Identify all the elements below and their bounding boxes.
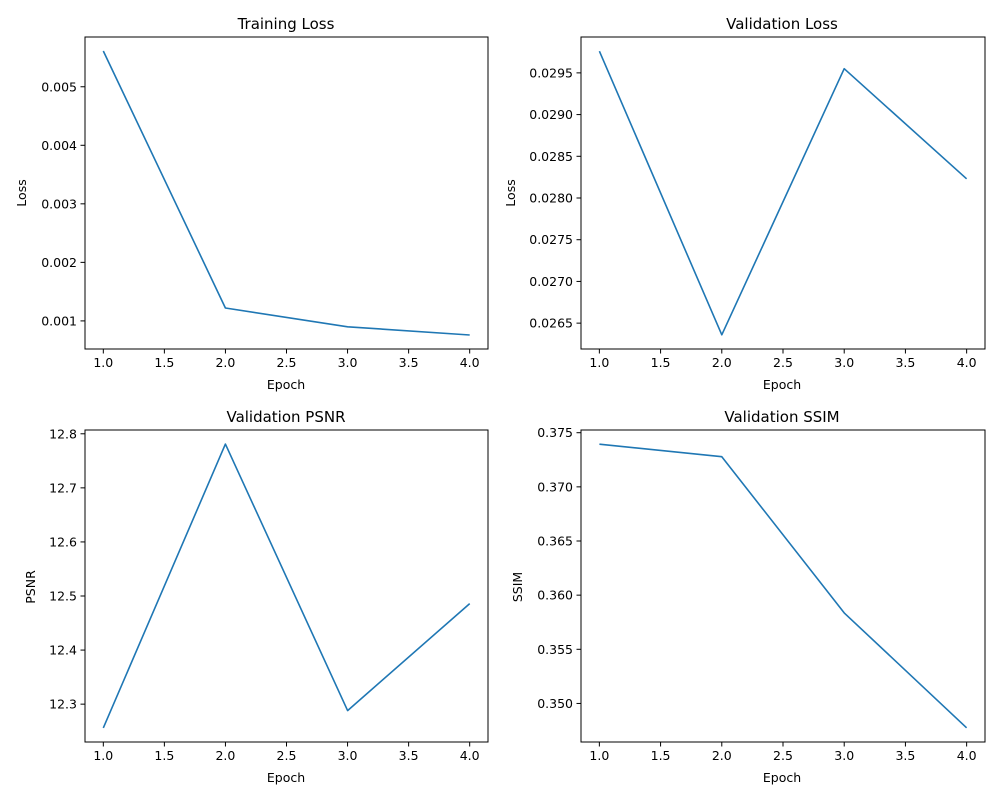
x-tick-label: 4.0 <box>957 748 977 763</box>
y-tick-label: 0.001 <box>41 313 77 328</box>
y-tick-label: 0.0295 <box>529 65 573 80</box>
y-tick-label: 0.002 <box>41 255 77 270</box>
x-tick-label: 2.5 <box>773 355 793 370</box>
x-tick-label: 1.5 <box>651 355 671 370</box>
y-tick-label: 12.8 <box>49 426 77 441</box>
y-tick-label: 0.0290 <box>529 107 573 122</box>
y-tick-label: 0.0280 <box>529 191 573 206</box>
y-axis-label: Loss <box>14 179 29 206</box>
y-tick-label: 0.375 <box>537 425 573 440</box>
x-tick-label: 1.5 <box>154 748 174 763</box>
x-tick-label: 2.5 <box>277 748 297 763</box>
series-line <box>102 443 471 729</box>
x-axis-label: Epoch <box>267 377 305 392</box>
x-tick-label: 1.5 <box>154 355 174 370</box>
x-tick-label: 3.0 <box>338 355 358 370</box>
x-tick-label: 3.5 <box>895 355 915 370</box>
x-tick-label: 2.5 <box>773 748 793 763</box>
x-tick-label: 1.0 <box>93 355 113 370</box>
x-tick-label: 1.0 <box>93 748 113 763</box>
series-line <box>598 50 968 336</box>
x-tick-label: 3.0 <box>834 355 854 370</box>
axes-frame <box>580 36 986 350</box>
x-tick-label: 2.0 <box>215 748 235 763</box>
x-tick-label: 3.5 <box>399 355 419 370</box>
subplot-validation-loss: Validation Loss Epoch Loss 1.0 1.5 2.0 2.5 3… <box>503 15 986 392</box>
subplot-title: Validation Loss <box>726 15 838 33</box>
y-tick-label: 0.0285 <box>529 149 573 164</box>
x-tick-label: 4.0 <box>460 748 480 763</box>
y-tick-label: 0.365 <box>537 534 573 549</box>
y-axis-label: Loss <box>503 179 518 206</box>
x-tick-label: 2.0 <box>712 355 732 370</box>
x-tick-label: 4.0 <box>460 355 480 370</box>
subplot-title: Training Loss <box>237 15 335 33</box>
x-axis-label: Epoch <box>763 377 801 392</box>
y-tick-label: 0.005 <box>41 79 77 94</box>
y-tick-label: 0.370 <box>537 479 573 494</box>
y-tick-label: 12.3 <box>49 697 77 712</box>
x-tick-label: 1.5 <box>651 748 671 763</box>
x-tick-label: 2.0 <box>215 355 235 370</box>
y-tick-label: 0.0265 <box>529 316 573 331</box>
y-tick-label: 0.003 <box>41 196 77 211</box>
x-tick-label: 3.0 <box>834 748 854 763</box>
axes-frame <box>84 36 489 350</box>
y-tick-label: 0.004 <box>41 138 77 153</box>
x-tick-label: 3.5 <box>895 748 915 763</box>
x-tick-label: 1.0 <box>589 355 609 370</box>
subplot-title: Validation SSIM <box>724 408 839 426</box>
x-tick-label: 4.0 <box>957 355 977 370</box>
axes-frame <box>84 429 489 743</box>
x-tick-label: 2.0 <box>712 748 732 763</box>
x-tick-label: 3.0 <box>338 748 358 763</box>
axes-frame <box>580 429 986 743</box>
x-axis-label: Epoch <box>267 770 305 785</box>
series-line <box>102 50 470 336</box>
y-tick-label: 12.4 <box>49 643 77 658</box>
x-tick-label: 2.5 <box>277 355 297 370</box>
y-tick-label: 0.350 <box>537 696 573 711</box>
subplot-title: Validation PSNR <box>226 408 345 426</box>
y-axis-label: PSNR <box>23 570 38 604</box>
y-tick-label: 12.5 <box>49 589 77 604</box>
subplot-validation-psnr: Validation PSNR Epoch PSNR 1.0 1.5 2.0 2.5 3… <box>23 408 489 785</box>
y-tick-label: 0.0275 <box>529 232 573 247</box>
y-tick-label: 0.0270 <box>529 274 573 289</box>
y-axis-label: SSIM <box>510 572 525 602</box>
y-tick-label: 12.7 <box>49 480 77 495</box>
subplot-training-loss: Training Loss Epoch Loss 1.0 1.5 2.0 2.5 3.0… <box>14 15 489 392</box>
x-axis-label: Epoch <box>763 770 801 785</box>
series-line <box>599 443 968 729</box>
subplot-validation-ssim: Validation SSIM Epoch SSIM 1.0 1.5 2.0 2.5 3… <box>510 408 986 785</box>
y-tick-label: 12.6 <box>49 534 77 549</box>
y-tick-label: 0.360 <box>537 588 573 603</box>
x-tick-label: 1.0 <box>589 748 609 763</box>
x-tick-label: 3.5 <box>399 748 419 763</box>
y-tick-label: 0.355 <box>537 642 573 657</box>
